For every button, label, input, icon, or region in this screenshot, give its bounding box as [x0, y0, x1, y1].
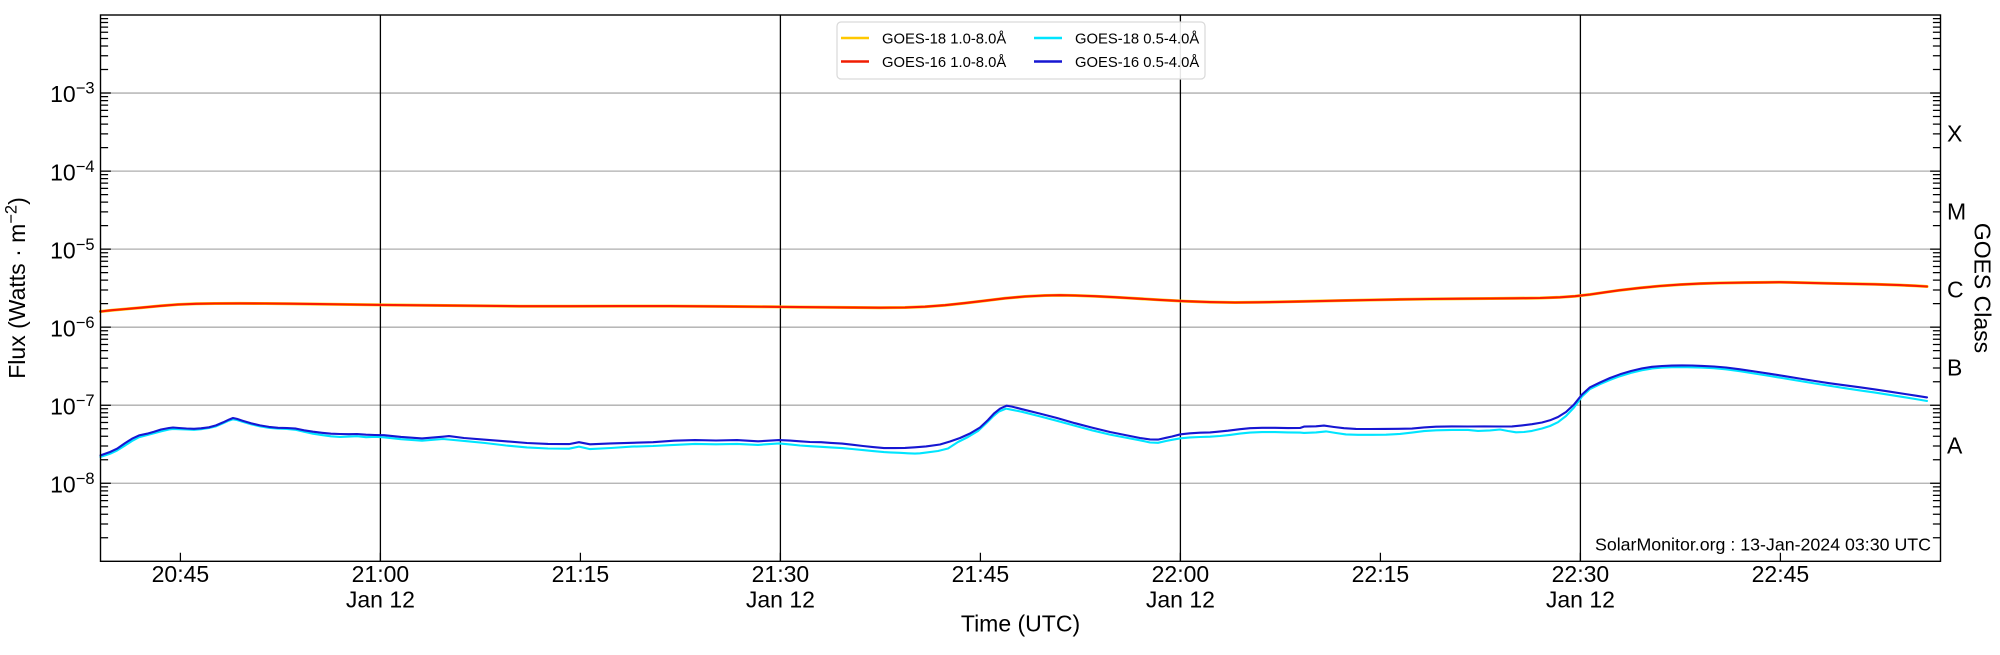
svg-text:C: C	[1947, 276, 1964, 302]
svg-text:GOES-16 0.5-4.0Å: GOES-16 0.5-4.0Å	[1075, 54, 1199, 71]
svg-text:M: M	[1947, 198, 1966, 224]
svg-text:10−7: 10−7	[50, 392, 94, 420]
svg-text:Jan 12: Jan 12	[1146, 587, 1215, 613]
svg-text:22:45: 22:45	[1752, 561, 1810, 587]
svg-text:20:45: 20:45	[152, 561, 210, 587]
svg-text:22:15: 22:15	[1352, 561, 1410, 587]
svg-text:Jan 12: Jan 12	[1546, 587, 1615, 613]
svg-text:21:45: 21:45	[952, 561, 1010, 587]
svg-text:Jan 12: Jan 12	[346, 587, 415, 613]
svg-text:Jan 12: Jan 12	[746, 587, 815, 613]
svg-text:X: X	[1947, 120, 1962, 146]
svg-text:GOES-18 0.5-4.0Å: GOES-18 0.5-4.0Å	[1075, 31, 1199, 48]
svg-text:GOES-16 1.0-8.0Å: GOES-16 1.0-8.0Å	[882, 54, 1006, 71]
svg-text:21:30: 21:30	[752, 561, 810, 587]
svg-text:GOES-18 1.0-8.0Å: GOES-18 1.0-8.0Å	[882, 31, 1006, 48]
svg-text:22:00: 22:00	[1152, 561, 1210, 587]
svg-text:B: B	[1947, 354, 1962, 380]
svg-text:21:00: 21:00	[352, 561, 410, 587]
svg-text:Time (UTC): Time (UTC)	[961, 611, 1080, 637]
svg-text:A: A	[1947, 432, 1963, 458]
svg-text:21:15: 21:15	[552, 561, 610, 587]
svg-text:Flux (Watts · m−2): Flux (Watts · m−2)	[3, 197, 31, 379]
svg-text:GOES Class: GOES Class	[1970, 223, 1996, 353]
svg-text:22:30: 22:30	[1552, 561, 1610, 587]
svg-text:10−3: 10−3	[50, 80, 94, 108]
svg-text:SolarMonitor.org : 13-Jan-2024: SolarMonitor.org : 13-Jan-2024 03:30 UTC	[1595, 535, 1931, 555]
